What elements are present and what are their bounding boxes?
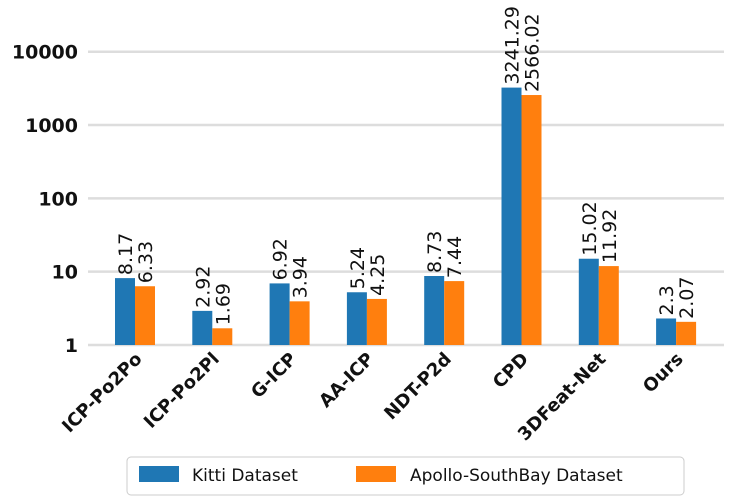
bars bbox=[115, 87, 697, 346]
bar-apollo-2 bbox=[289, 301, 310, 345]
bar-apollo-6 bbox=[598, 266, 619, 345]
data-label: 5.24 bbox=[347, 247, 369, 289]
bar-kitti-0 bbox=[115, 278, 135, 345]
data-label: 1.69 bbox=[212, 283, 234, 325]
legend-label-kitti: Kitti Dataset bbox=[192, 466, 298, 486]
y-axis-ticks: 1 10 100 1000 10000 bbox=[12, 42, 78, 357]
data-label: 11.92 bbox=[599, 209, 621, 263]
bar-kitti-7 bbox=[656, 318, 677, 345]
grid-lines bbox=[88, 50, 724, 347]
x-tick-label: AA-ICP bbox=[315, 349, 378, 412]
legend-swatch-kitti bbox=[139, 466, 179, 482]
data-label: 2.07 bbox=[676, 277, 698, 319]
x-tick-label: ICP-Po2Pl bbox=[140, 349, 224, 433]
bar-apollo-5 bbox=[521, 95, 542, 346]
bar-kitti-2 bbox=[269, 283, 290, 345]
y-tick-label: 1 bbox=[65, 335, 78, 357]
y-tick-label: 1000 bbox=[25, 115, 78, 137]
bar-apollo-7 bbox=[676, 321, 697, 345]
bar-apollo-3 bbox=[366, 298, 387, 345]
data-label: 3.94 bbox=[290, 256, 312, 298]
legend-label-apollo: Apollo-SouthBay Dataset bbox=[410, 466, 623, 486]
data-label: 4.25 bbox=[367, 254, 389, 296]
x-tick-label: G-ICP bbox=[247, 349, 301, 403]
data-label: 2.3 bbox=[656, 285, 678, 315]
data-label: 8.73 bbox=[424, 231, 446, 273]
x-tick-label: Ours bbox=[639, 349, 688, 398]
x-tick-label: CPD bbox=[489, 349, 533, 393]
bar-apollo-0 bbox=[135, 286, 155, 345]
legend: Kitti Dataset Apollo-SouthBay Dataset bbox=[126, 456, 685, 496]
y-tick-label: 10000 bbox=[12, 42, 78, 64]
data-label: 6.92 bbox=[270, 238, 292, 280]
bar-apollo-4 bbox=[444, 281, 465, 345]
data-label: 3241.29 bbox=[502, 6, 524, 85]
data-labels: 8.176.33 2.921.69 6.923.94 5.244.25 8.737.44… bbox=[115, 6, 698, 325]
data-label: 2.92 bbox=[192, 266, 214, 308]
bar-kitti-6 bbox=[578, 258, 599, 345]
legend-box bbox=[126, 456, 685, 496]
bar-kitti-1 bbox=[192, 310, 213, 345]
x-tick-label: ICP-Po2Po bbox=[58, 349, 146, 437]
y-tick-label: 10 bbox=[52, 262, 78, 284]
data-label: 6.33 bbox=[135, 241, 157, 283]
bar-kitti-5 bbox=[501, 87, 522, 345]
data-label: 2566.02 bbox=[522, 13, 544, 92]
bar-kitti-4 bbox=[424, 276, 445, 345]
bar-kitti-3 bbox=[346, 292, 367, 345]
y-tick-label: 100 bbox=[38, 188, 78, 210]
x-tick-label: NDT-P2d bbox=[380, 349, 455, 424]
legend-swatch-apollo bbox=[356, 466, 396, 482]
bar-apollo-1 bbox=[212, 328, 233, 345]
data-label: 7.44 bbox=[444, 236, 466, 278]
data-label: 8.17 bbox=[115, 233, 137, 275]
data-label: 15.02 bbox=[579, 201, 601, 255]
